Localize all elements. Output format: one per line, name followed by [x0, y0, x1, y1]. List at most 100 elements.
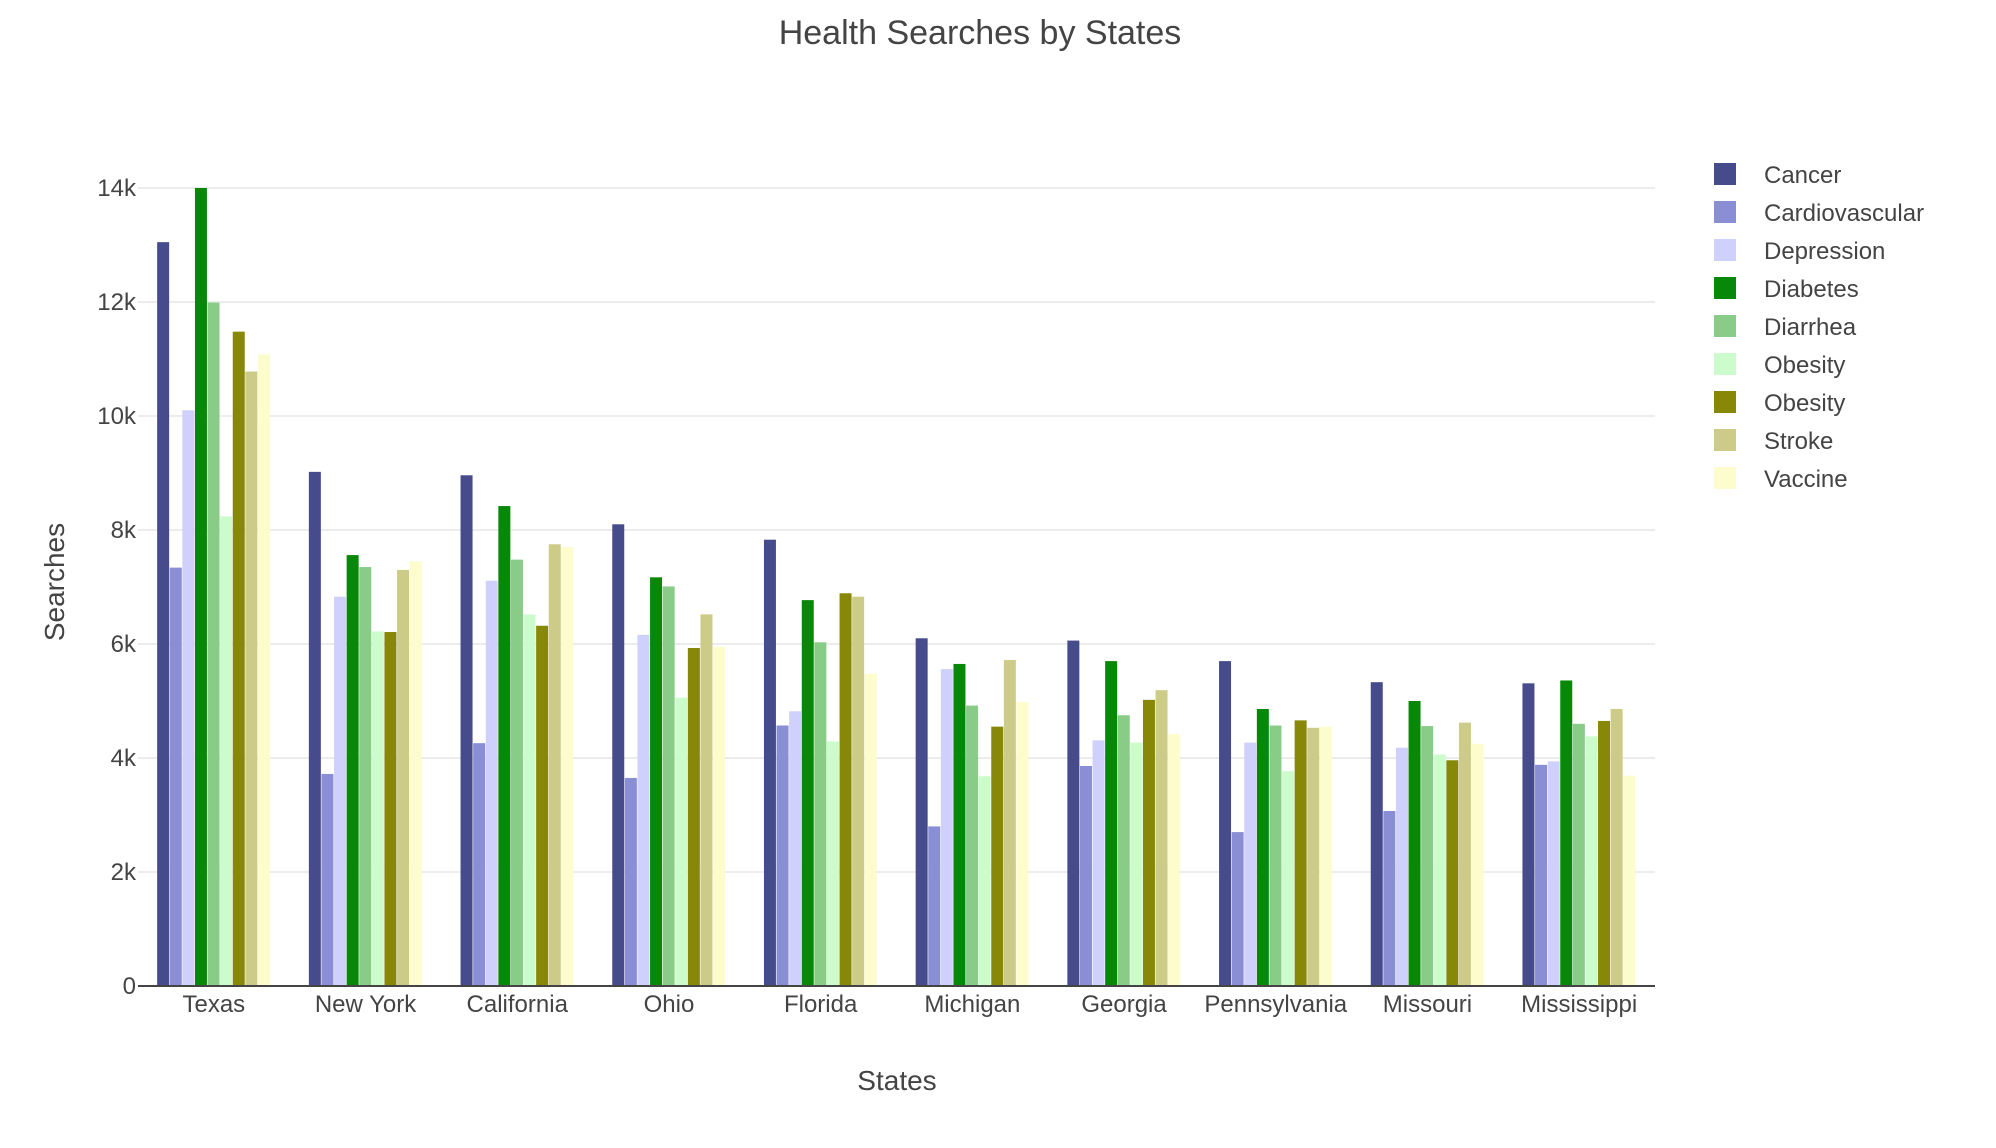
bar	[460, 475, 473, 986]
bar	[232, 331, 245, 986]
legend-item[interactable]: Diarrhea	[1714, 314, 1857, 341]
bar	[548, 544, 561, 986]
y-tick-labels: 0 2k 4k 6k 8k 10k 12k 14k	[97, 175, 137, 1000]
bar	[1471, 743, 1484, 986]
bar	[334, 596, 347, 986]
y-tick-label: 8k	[111, 517, 137, 544]
y-tick-label: 12k	[97, 289, 137, 316]
bar	[1623, 775, 1636, 986]
legend-label: Vaccine	[1764, 466, 1848, 493]
bar	[637, 634, 650, 986]
bar	[485, 580, 498, 986]
x-tick-label: Mississippi	[1521, 991, 1637, 1018]
bar	[1256, 708, 1269, 986]
bar	[498, 506, 511, 986]
bar	[182, 410, 195, 986]
bar	[245, 371, 258, 986]
legend-swatch	[1714, 201, 1736, 223]
bar	[1370, 682, 1383, 986]
bar	[257, 354, 270, 986]
y-tick-label: 0	[123, 973, 136, 1000]
bar	[1572, 723, 1585, 986]
bar	[1130, 742, 1143, 986]
bar	[928, 826, 941, 986]
legend-item[interactable]: Cardiovascular	[1714, 200, 1924, 227]
bar	[1269, 725, 1282, 986]
legend-swatch	[1714, 163, 1736, 185]
bar	[801, 600, 814, 986]
bar	[776, 725, 789, 986]
y-axis-title: Searches	[39, 523, 70, 641]
bar	[1395, 747, 1408, 986]
bar	[346, 555, 359, 986]
legend-item[interactable]: Cancer	[1714, 162, 1841, 189]
bar	[359, 567, 372, 986]
bar	[1294, 720, 1307, 986]
bar	[397, 569, 410, 986]
legend-item[interactable]: Depression	[1714, 238, 1885, 265]
legend-item[interactable]: Obesity	[1714, 352, 1845, 379]
bar	[1598, 720, 1611, 986]
legend-item[interactable]: Obesity	[1714, 390, 1845, 417]
bar	[1421, 726, 1434, 986]
bar	[157, 242, 170, 986]
y-tick-label: 14k	[97, 175, 137, 202]
bar	[624, 777, 637, 986]
bar	[1092, 740, 1105, 986]
x-tick-label: Pennsylvania	[1204, 991, 1347, 1018]
bar	[384, 632, 397, 986]
bar	[308, 471, 321, 986]
legend-label: Cancer	[1764, 162, 1841, 189]
bar	[839, 593, 852, 986]
x-tick-label: Michigan	[924, 991, 1020, 1018]
bar	[1003, 659, 1016, 986]
bar	[1535, 764, 1548, 986]
legend-item[interactable]: Diabetes	[1714, 276, 1859, 303]
bar	[675, 697, 688, 986]
bar	[763, 539, 776, 986]
bar	[915, 638, 928, 986]
bar	[991, 726, 1004, 986]
legend-label: Diarrhea	[1764, 314, 1857, 341]
bar	[473, 743, 486, 986]
bar	[1458, 722, 1471, 986]
bar	[510, 559, 523, 986]
bar	[700, 614, 713, 986]
legend-item[interactable]: Stroke	[1714, 428, 1833, 455]
bar	[371, 631, 384, 986]
bar	[826, 741, 839, 986]
legend-swatch	[1714, 467, 1736, 489]
x-axis-title: States	[857, 1065, 936, 1096]
legend-label: Obesity	[1764, 352, 1845, 379]
bar	[321, 773, 334, 986]
bar	[1016, 702, 1029, 986]
bar	[1219, 661, 1232, 986]
legend-label: Obesity	[1764, 390, 1845, 417]
bar	[687, 647, 700, 986]
bar	[1282, 771, 1295, 986]
bar	[220, 516, 233, 986]
x-tick-label: Florida	[784, 991, 858, 1018]
bar	[1560, 680, 1573, 986]
x-tick-label: California	[467, 991, 569, 1018]
bar	[662, 586, 675, 986]
legend: Cancer Cardiovascular Depression Diabetes Di…	[1714, 162, 1924, 493]
bar	[966, 705, 979, 986]
x-tick-label: New York	[315, 991, 417, 1018]
bar	[1105, 661, 1118, 986]
bar	[1067, 640, 1080, 986]
chart-title: Health Searches by States	[779, 14, 1182, 52]
bar	[1433, 754, 1446, 986]
bar	[650, 577, 663, 986]
legend-label: Diabetes	[1764, 276, 1859, 303]
bar	[978, 776, 991, 986]
bar	[1244, 742, 1257, 986]
legend-item[interactable]: Vaccine	[1714, 466, 1848, 493]
bar	[1307, 727, 1320, 986]
x-tick-label: Georgia	[1081, 991, 1167, 1018]
bar	[1231, 832, 1244, 986]
bar	[1155, 690, 1168, 986]
bar	[612, 524, 625, 986]
legend-label: Cardiovascular	[1764, 200, 1924, 227]
